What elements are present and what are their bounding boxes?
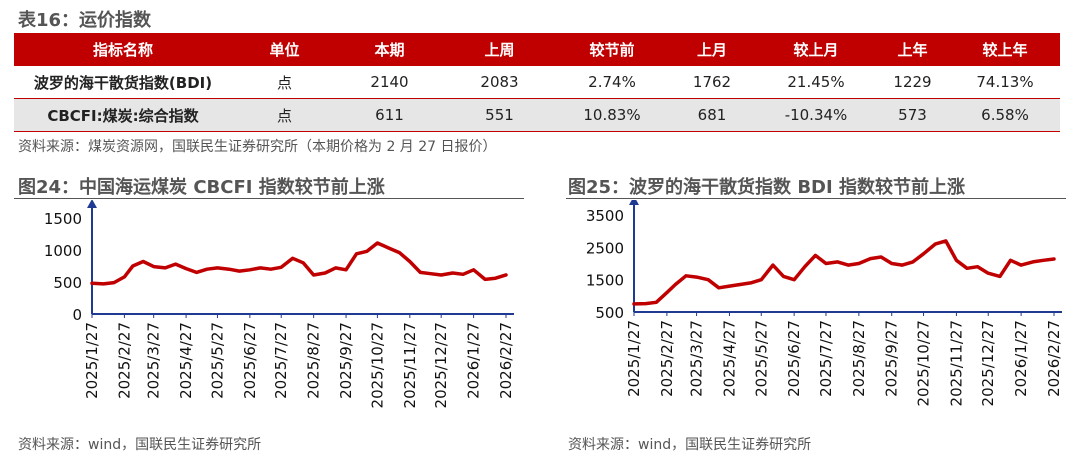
x-tick-label: 2025/2/27	[658, 320, 676, 397]
table-row: 波罗的海干散货指数(BDI) 点 2140 2083 2.74% 1762 21…	[14, 66, 1060, 99]
table-header-row: 指标名称 单位 本期 上周 较节前 上月 较上月 上年 较上年	[14, 33, 1060, 66]
header-vs-pre-holiday: 较节前	[557, 33, 667, 66]
chart24-title: 图24：中国海运煤炭 CBCFI 指数较节前上涨	[18, 177, 385, 198]
chart25-source-note: 资料来源：wind，国联民生证券研究所	[568, 437, 812, 453]
series-line	[90, 241, 508, 286]
cell-vs-pre-holiday: 2.74%	[557, 66, 667, 99]
cell-vs-pre-holiday: 10.83%	[557, 98, 667, 132]
x-tick-label: 2025/7/27	[817, 320, 835, 397]
cell-last-week: 2083	[442, 66, 557, 99]
x-tick-label: 2026/2/27	[1045, 320, 1063, 397]
chart24-title-rule	[14, 198, 524, 199]
header-last-week: 上周	[442, 33, 557, 66]
y-tick-label: 2500	[586, 239, 624, 257]
cell-unit: 点	[232, 66, 337, 99]
y-axis-arrow	[629, 200, 639, 205]
header-current: 本期	[337, 33, 442, 66]
x-tick-label: 2025/9/27	[337, 322, 355, 399]
cell-last-month: 681	[667, 98, 757, 132]
y-tick-label: 500	[53, 274, 82, 292]
y-tick-label: 1500	[44, 210, 82, 228]
cell-current: 611	[337, 98, 442, 132]
x-tick-label: 2026/2/27	[497, 322, 515, 399]
cell-name: CBCFI:煤炭:综合指数	[14, 98, 232, 132]
cell-unit: 点	[232, 98, 337, 132]
x-tick-label: 2025/5/27	[208, 322, 226, 399]
x-tick-label: 2025/4/27	[177, 322, 195, 399]
x-tick-label: 2025/6/27	[241, 322, 259, 399]
x-tick-label: 2025/12/27	[979, 320, 997, 406]
y-tick-label: 1000	[44, 242, 82, 260]
x-tick-label: 2025/3/27	[145, 322, 163, 399]
x-tick-label: 2025/3/27	[688, 320, 706, 397]
cell-vs-last-year: 6.58%	[950, 98, 1060, 132]
cbcfi-line-chart: 0 500 1000 1500 2025/1/27 2025/2/27 2025/3/27 2…	[44, 200, 515, 408]
x-tick-label: 2025/10/27	[368, 322, 386, 408]
cell-name: 波罗的海干散货指数(BDI)	[14, 66, 232, 99]
y-axis-arrow	[87, 200, 97, 208]
series-line	[632, 239, 1056, 306]
x-tick-label: 2025/1/27	[83, 322, 101, 399]
cell-last-week: 551	[442, 98, 557, 132]
x-tick-label: 2025/5/27	[752, 320, 770, 397]
cell-last-year: 1229	[875, 66, 950, 99]
freight-index-table: 指标名称 单位 本期 上周 较节前 上月 较上月 上年 较上年 波罗的海干散货指…	[14, 33, 1060, 132]
table-source-note: 资料来源：煤炭资源网，国联民生证券研究所（本期价格为 2 月 27 日报价）	[18, 139, 497, 155]
cell-last-month: 1762	[667, 66, 757, 99]
x-tick-label: 2025/12/27	[432, 322, 450, 408]
x-tick-label: 2025/4/27	[720, 320, 738, 397]
x-tick-label: 2025/11/27	[401, 322, 419, 408]
x-tick-label: 2025/8/27	[850, 320, 868, 397]
cell-vs-last-month: 21.45%	[757, 66, 875, 99]
chart25-title: 图25：波罗的海干散货指数 BDI 指数较节前上涨	[568, 177, 965, 198]
cell-last-year: 573	[875, 98, 950, 132]
cell-vs-last-month: -10.34%	[757, 98, 875, 132]
x-tick-label: 2025/6/27	[785, 320, 803, 397]
header-last-year: 上年	[875, 33, 950, 66]
header-unit: 单位	[232, 33, 337, 66]
x-tick-label: 2025/7/27	[272, 322, 290, 399]
cell-current: 2140	[337, 66, 442, 99]
cell-vs-last-year: 74.13%	[950, 66, 1060, 99]
y-tick-label: 0	[72, 306, 82, 324]
x-tick-label: 2025/9/27	[883, 320, 901, 397]
x-tick-label: 2025/11/27	[947, 320, 965, 406]
y-tick-label: 500	[595, 304, 624, 322]
y-tick-label: 3500	[586, 207, 624, 225]
bdi-line-chart: 500 1500 2500 3500 2025/1/27 2025/2/27 2025/3/…	[586, 200, 1063, 406]
header-vs-last-month: 较上月	[757, 33, 875, 66]
header-indicator-name: 指标名称	[14, 33, 232, 66]
x-tick-label: 2026/1/27	[1012, 320, 1030, 397]
chart25-title-rule	[566, 198, 1066, 199]
x-tick-label: 2025/2/27	[115, 322, 133, 399]
table-row: CBCFI:煤炭:综合指数 点 611 551 10.83% 681 -10.3…	[14, 98, 1060, 132]
header-last-month: 上月	[667, 33, 757, 66]
y-tick-label: 1500	[586, 272, 624, 290]
x-tick-label: 2025/1/27	[625, 320, 643, 397]
x-tick-label: 2026/1/27	[465, 322, 483, 399]
chart24-source-note: 资料来源：wind，国联民生证券研究所	[18, 437, 262, 453]
table-title: 表16：运价指数	[18, 10, 152, 31]
x-tick-label: 2025/10/27	[915, 320, 933, 406]
header-vs-last-year: 较上年	[950, 33, 1060, 66]
x-tick-label: 2025/8/27	[305, 322, 323, 399]
